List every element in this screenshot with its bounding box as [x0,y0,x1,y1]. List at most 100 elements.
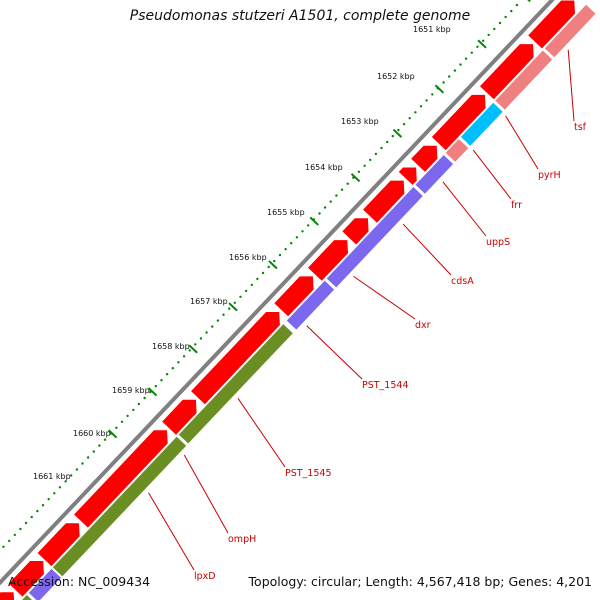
cds-arrow [431,94,486,151]
cds-arrow [528,0,575,49]
scale-dot [19,527,22,531]
cds-arrow [0,592,15,600]
kbp-tick-label: 1659 kbp [112,386,150,395]
gene-label-leader [567,49,575,122]
scale-dot [510,9,513,13]
scale-dot [380,146,383,150]
gene-product-bar [22,595,33,600]
scale-dot [442,81,445,84]
gene-label-leader [505,115,539,170]
gene-product-bar [544,4,596,58]
gene-product-bar [52,436,187,577]
scale-dot [103,438,107,441]
scale-dot [464,57,468,60]
gene-label[interactable]: ompH [228,534,256,545]
scale-dot [98,444,101,447]
kbp-tick-label: 1654 kbp [305,163,343,172]
scale-dot [346,182,349,185]
kbp-tick [188,344,198,354]
scale-dot [13,533,16,537]
scale-dot [86,456,90,459]
gene-label-leader [353,275,416,320]
scale-dot [425,99,428,102]
scale-dot [165,373,169,376]
scale-dot [369,158,372,162]
scale-dot [211,325,214,328]
gene-label[interactable]: tsf [574,122,587,133]
scale-dot [126,414,129,418]
scale-dot [470,51,473,54]
scale-dot [182,355,186,358]
gene-label[interactable]: frr [511,200,522,211]
scale-dot [143,396,146,400]
gene-label[interactable]: lpxD [194,571,216,582]
scale-dot [284,248,287,251]
map-title: Pseudomonas stutzeri A1501, complete gen… [129,8,471,24]
scale-dot [24,521,28,525]
genes-value: 4,201 [556,574,592,589]
gene-label[interactable]: PST_1544 [362,380,409,391]
kbp-tick [434,84,445,94]
scale-dot [357,170,361,173]
gene-label[interactable]: dxr [415,320,431,331]
gene-product-bar [178,324,293,444]
scale-dot [408,117,411,120]
scale-dot [329,200,332,203]
cds-arrow [74,430,168,528]
scale-dot [216,319,220,322]
scale-dot [256,277,259,281]
kbp-tick-label: 1657 kbp [190,297,228,306]
scale-dot [431,93,434,96]
gene-label-leader [402,223,452,276]
gene-label-leader [442,181,487,237]
gene-product-bar [286,280,335,330]
scale-dot [515,3,519,7]
scale-dot [481,39,485,42]
scale-dot [318,212,321,215]
kbp-tick [268,260,278,270]
gene-label[interactable]: PST_1545 [285,468,332,479]
gene-label[interactable]: uppS [486,237,510,248]
scale-dot [41,504,45,507]
scale-dot [194,343,197,346]
scale-dot [58,486,62,489]
scale-dot [64,480,67,483]
accession-label: Accession: [8,574,75,589]
gene-label-leader [148,492,195,571]
scale-dot [70,474,73,477]
scale-dot [261,271,265,275]
scale-dot [81,462,84,465]
scale-dot [386,140,389,144]
cds-arrow [274,276,314,317]
kbp-tick-label: 1658 kbp [152,342,190,351]
scale-dot [8,539,11,543]
topology-value: circular [311,574,358,589]
gene-label[interactable]: pyrH [538,170,561,181]
scale-dot [278,253,282,257]
scale-dot [222,313,225,316]
gene-product-bar [495,50,553,110]
scale-dot [30,515,33,519]
scale-dot [171,367,174,370]
gene-product-bar [415,155,454,194]
cds-arrow [37,523,80,567]
scale-dot [120,420,124,423]
cds-arrow [363,180,405,223]
scale-dot [391,134,394,138]
scale-dot [239,295,242,298]
scale-dot [199,337,203,340]
gene-label[interactable]: cdsA [451,276,474,287]
gene-labels: tsf pyrH frr uppS cdsA dxr PST_1544 PST_1545omp… [148,49,587,582]
gene-label-leader [472,149,512,200]
scale-dot [75,468,79,471]
scale-dot [419,105,423,108]
gene-product-bar [460,102,503,146]
scale-dot [273,259,276,263]
scale-dot [307,224,310,227]
scale-dot [92,450,96,453]
scale-dot [323,206,327,209]
